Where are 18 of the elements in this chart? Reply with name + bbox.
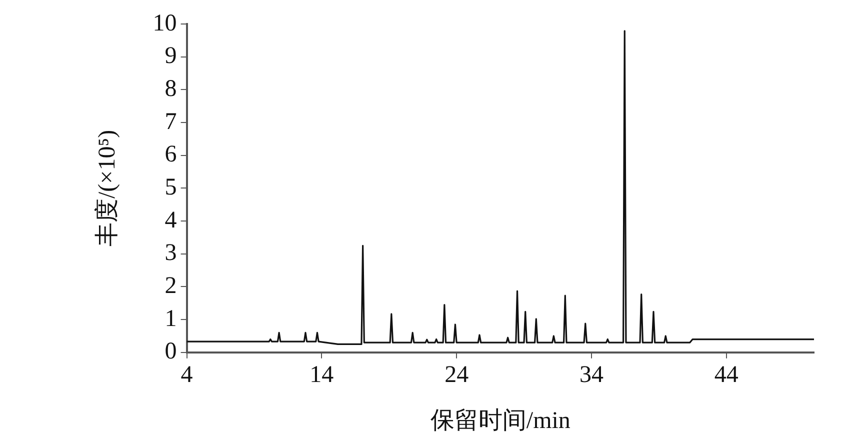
y-tick-label: 1 [164, 306, 177, 332]
y-tick-label: 7 [164, 108, 177, 135]
x-tick-label: 24 [444, 362, 469, 388]
x-tick-label: 44 [714, 362, 738, 388]
y-tick-label: 9 [164, 43, 177, 70]
x-axis-title: 保留时间/min [430, 408, 570, 434]
y-tick-label: 4 [164, 207, 177, 234]
y-tick-label: 3 [164, 240, 177, 266]
y-tick-label: 10 [152, 10, 177, 36]
y-tick-label: 6 [164, 142, 177, 168]
y-axis-title: 丰度/(×10⁵) [94, 130, 121, 246]
y-tick-label: 5 [164, 174, 177, 200]
y-tick-label: 0 [164, 338, 177, 365]
y-tick-label: 8 [164, 76, 177, 102]
x-tick-label: 14 [310, 362, 334, 388]
y-tick-label: 2 [164, 273, 177, 300]
x-tick-label: 34 [579, 362, 604, 388]
x-tick-label: 4 [180, 362, 193, 388]
